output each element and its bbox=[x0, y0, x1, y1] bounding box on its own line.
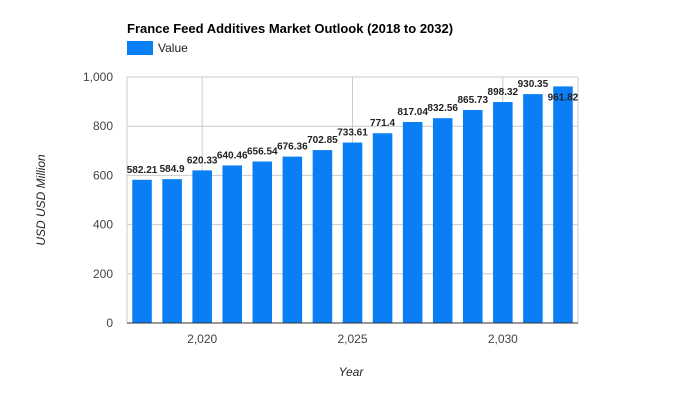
bar[interactable] bbox=[252, 161, 273, 323]
bar[interactable] bbox=[132, 179, 152, 323]
y-tick-label: 1,000 bbox=[83, 70, 113, 84]
data-label: 656.54 bbox=[247, 146, 278, 157]
bar[interactable] bbox=[312, 150, 333, 323]
data-label: 582.21 bbox=[127, 165, 158, 176]
x-tick-label: 2,025 bbox=[337, 332, 367, 346]
data-label: 676.36 bbox=[277, 142, 308, 153]
bar[interactable] bbox=[342, 142, 363, 323]
data-label: 584.9 bbox=[160, 164, 185, 175]
bar[interactable] bbox=[462, 110, 483, 323]
y-axis-title: USD USD Million bbox=[34, 154, 48, 246]
bar[interactable] bbox=[222, 165, 243, 323]
data-label: 733.61 bbox=[337, 128, 368, 139]
y-tick-label: 600 bbox=[93, 168, 113, 182]
bar[interactable] bbox=[372, 133, 393, 323]
data-label: 832.56 bbox=[427, 103, 458, 114]
y-axis-ticks: 0 200 400 600 800 1,000 bbox=[83, 70, 113, 330]
legend-label-value: Value bbox=[158, 41, 188, 55]
data-label: 771.4 bbox=[370, 118, 395, 129]
y-tick-label: 200 bbox=[93, 267, 113, 281]
data-label: 898.32 bbox=[488, 87, 519, 98]
data-label: 961.82 bbox=[548, 92, 579, 103]
y-tick-label: 0 bbox=[106, 316, 113, 330]
bar[interactable] bbox=[493, 102, 513, 324]
legend[interactable]: Value bbox=[127, 41, 188, 55]
bar[interactable] bbox=[282, 156, 303, 323]
chart-title: France Feed Additives Market Outlook (20… bbox=[127, 21, 453, 36]
data-label: 702.85 bbox=[307, 135, 338, 146]
data-label: 817.04 bbox=[397, 107, 428, 118]
bar[interactable] bbox=[553, 86, 573, 324]
bar[interactable] bbox=[162, 179, 182, 323]
x-axis-ticks: 2,020 2,025 2,030 bbox=[187, 332, 518, 346]
y-tick-label: 800 bbox=[93, 119, 113, 133]
x-tick-label: 2,030 bbox=[488, 332, 518, 346]
y-tick-label: 400 bbox=[93, 218, 113, 232]
bar[interactable] bbox=[432, 118, 453, 323]
data-label: 620.33 bbox=[187, 155, 218, 166]
data-label: 930.35 bbox=[518, 79, 549, 90]
data-label: 865.73 bbox=[457, 95, 488, 106]
x-axis-title: Year bbox=[339, 365, 365, 379]
bars bbox=[132, 86, 573, 324]
legend-swatch-value bbox=[127, 41, 153, 55]
bar[interactable] bbox=[192, 170, 212, 323]
bar[interactable] bbox=[523, 94, 543, 323]
x-tick-label: 2,020 bbox=[187, 332, 217, 346]
data-label: 640.46 bbox=[217, 150, 248, 161]
bar[interactable] bbox=[402, 122, 423, 323]
